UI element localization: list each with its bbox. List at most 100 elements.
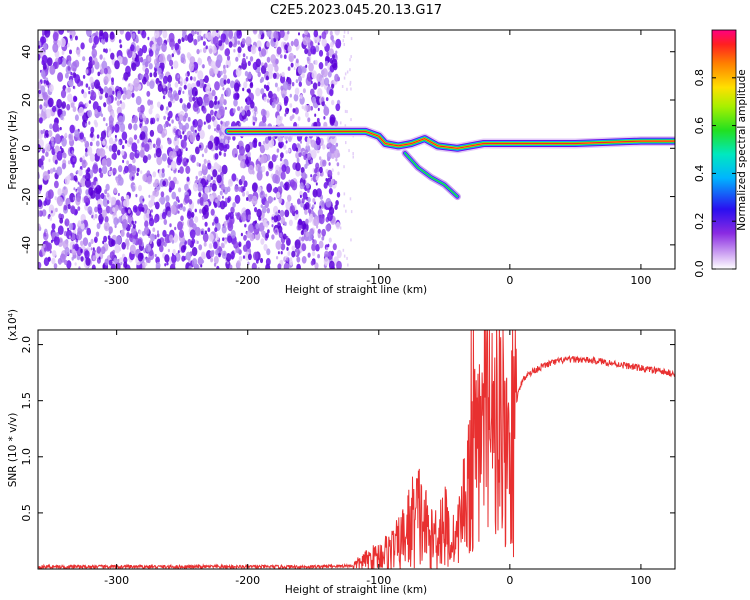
noise-blob [108,145,113,152]
noise-blob [257,33,262,40]
noise-blob [307,197,311,203]
signal-branch-band [404,152,458,198]
noise-blob [184,122,190,130]
noise-blob [73,229,76,234]
noise-blob [267,63,274,74]
noise-blob [85,83,89,88]
noise-blob [104,155,107,159]
noise-blob [83,91,88,99]
noise-blob [343,30,346,34]
noise-blob [329,30,333,36]
noise-blob [141,207,145,213]
noise-blob [323,116,326,120]
noise-blob [103,86,109,94]
noise-blob [245,36,252,47]
noise-blob [232,135,236,141]
noise-blob [279,30,285,38]
noise-blob [178,80,181,84]
noise-blob [54,180,59,189]
noise-blob [38,261,42,269]
noise-blob [185,76,189,82]
noise-blob [299,94,303,99]
noise-blob [153,71,158,78]
noise-blob [231,173,237,182]
noise-blob [226,120,230,126]
noise-blob [237,106,241,112]
noise-blob [344,124,347,128]
noise-blob [45,242,51,252]
noise-blob [93,35,100,45]
noise-blob [104,258,109,266]
noise-blob [277,115,280,120]
noise-blob [282,93,285,99]
noise-blob [218,142,224,152]
noise-blob [86,30,92,37]
x-tick-label: -200 [235,274,260,287]
noise-blob [88,86,91,91]
noise-blob [107,68,112,75]
noise-blob [124,165,129,174]
noise-blob [166,262,169,266]
noise-blob [53,235,60,246]
noise-blob [345,209,347,213]
noise-blob [71,256,74,261]
noise-blob [168,110,173,119]
noise-blob [121,242,126,250]
noise-blob [57,58,61,64]
noise-blob [84,250,90,259]
noise-blob [230,230,236,239]
noise-blob [266,183,273,193]
noise-blob [188,199,193,205]
noise-blob [268,160,274,169]
noise-blob [194,208,197,213]
noise-blob [134,207,137,211]
noise-blob [38,117,43,124]
noise-blob [90,131,94,138]
noise-blob [119,122,126,133]
noise-blob [48,130,53,137]
noise-blob [328,162,331,166]
noise-blob [286,246,289,251]
snr-plot-area [38,330,675,569]
noise-blob [172,151,177,158]
noise-blob [161,241,165,247]
noise-blob [147,154,152,161]
noise-blob [183,84,187,90]
noise-blob [131,32,136,40]
noise-blob [104,92,109,99]
noise-blob [77,206,81,211]
noise-blob [51,141,55,147]
noise-blob [145,243,151,253]
noise-blob [330,34,334,41]
spectrogram-axes: -300 -200 -100 0 100 40 20 0 -20 -40 [20,30,675,287]
noise-blob [287,194,292,202]
noise-blob [60,114,64,121]
noise-blob [213,256,219,264]
noise-blob [208,243,213,249]
noise-blob [275,240,282,250]
noise-blob [288,148,291,153]
noise-blob [85,202,88,207]
noise-blob [163,219,168,225]
noise-blob [131,51,136,59]
noise-blob [126,160,129,165]
noise-blob [188,61,195,71]
noise-blob [152,143,156,148]
noise-blob [260,230,264,235]
noise-blob [273,197,276,201]
noise-blob [317,81,321,87]
noise-blob [280,141,284,148]
noise-blob [332,145,337,151]
noise-blob [106,192,110,198]
noise-blob [213,262,217,267]
noise-blob [285,165,291,175]
noise-blob [152,171,157,178]
noise-blob [299,190,303,197]
noise-blob [108,48,112,52]
noise-blob [296,256,301,263]
noise-blob [234,153,238,158]
noise-blob [336,162,340,167]
y-tick-label: 40 [20,45,33,59]
noise-blob [50,136,54,142]
noise-blob [201,153,204,158]
